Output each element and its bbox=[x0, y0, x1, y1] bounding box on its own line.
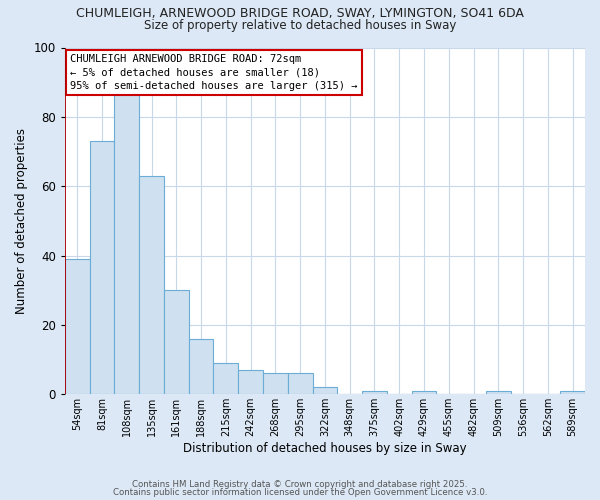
Bar bbox=[115, 82, 139, 394]
Bar bbox=[362, 391, 387, 394]
Bar bbox=[313, 388, 337, 394]
Text: Contains HM Land Registry data © Crown copyright and database right 2025.: Contains HM Land Registry data © Crown c… bbox=[132, 480, 468, 489]
Text: CHUMLEIGH, ARNEWOOD BRIDGE ROAD, SWAY, LYMINGTON, SO41 6DA: CHUMLEIGH, ARNEWOOD BRIDGE ROAD, SWAY, L… bbox=[76, 8, 524, 20]
Text: Contains public sector information licensed under the Open Government Licence v3: Contains public sector information licen… bbox=[113, 488, 487, 497]
Text: CHUMLEIGH ARNEWOOD BRIDGE ROAD: 72sqm
← 5% of detached houses are smaller (18)
9: CHUMLEIGH ARNEWOOD BRIDGE ROAD: 72sqm ← … bbox=[70, 54, 358, 91]
Bar bbox=[188, 339, 214, 394]
Y-axis label: Number of detached properties: Number of detached properties bbox=[15, 128, 28, 314]
Bar bbox=[238, 370, 263, 394]
Bar bbox=[164, 290, 188, 395]
Bar bbox=[214, 363, 238, 394]
Bar bbox=[65, 259, 89, 394]
Bar bbox=[89, 141, 115, 395]
Bar bbox=[412, 391, 436, 394]
Bar bbox=[560, 391, 585, 394]
Bar bbox=[486, 391, 511, 394]
Bar bbox=[288, 374, 313, 394]
Text: Size of property relative to detached houses in Sway: Size of property relative to detached ho… bbox=[144, 19, 456, 32]
Bar bbox=[139, 176, 164, 394]
X-axis label: Distribution of detached houses by size in Sway: Distribution of detached houses by size … bbox=[183, 442, 467, 455]
Bar bbox=[263, 374, 288, 394]
